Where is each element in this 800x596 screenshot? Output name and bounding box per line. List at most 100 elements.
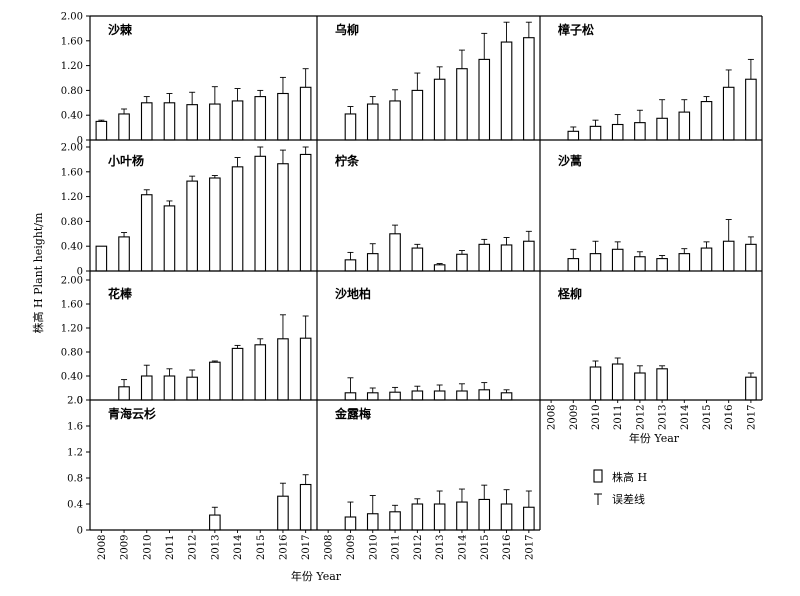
bar: [589, 366, 602, 401]
bar: [611, 123, 624, 141]
bar: [456, 68, 468, 141]
panel-11: 金露梅: [334, 406, 535, 531]
bar: [254, 96, 267, 141]
x-tick-label: 2017: [524, 535, 535, 560]
panel-1: 沙棘: [95, 22, 312, 141]
x-axis-title: 年份 Year: [291, 569, 342, 583]
bar: [344, 392, 357, 401]
panel-title: 花棒: [108, 286, 133, 301]
bar: [140, 375, 153, 401]
panel-title: 青海云杉: [108, 406, 156, 421]
bar: [186, 104, 198, 141]
x-tick-label: 2011: [165, 535, 176, 560]
y-tick-label: 2.0: [67, 396, 83, 407]
bar: [231, 347, 244, 401]
bar: [254, 344, 267, 401]
bar: [567, 130, 580, 141]
bar: [523, 37, 535, 141]
bar: [478, 58, 491, 141]
bar: [344, 259, 357, 272]
bar: [95, 120, 108, 141]
bar: [366, 103, 379, 141]
x-tick-label: 2014: [233, 535, 244, 560]
bar: [722, 86, 735, 141]
x-tick-label: 2016: [278, 535, 289, 560]
bar: [745, 78, 757, 141]
y-tick-label: 0.40: [61, 111, 83, 122]
bar: [478, 498, 491, 531]
panel-6: 沙蒿: [558, 153, 757, 272]
bar: [344, 113, 357, 141]
y-tick-label: 1.20: [61, 61, 83, 72]
x-tick-label: 2015: [256, 535, 267, 560]
bar: [118, 236, 130, 272]
x-tick-label: 2010: [142, 535, 153, 560]
panel-2: 乌柳: [335, 21, 535, 141]
y-tick-label: 1.20: [61, 324, 83, 335]
panel-4: 小叶杨: [95, 146, 312, 272]
x-tick-label: 2011: [391, 535, 402, 560]
x-tick-label: 2012: [188, 535, 199, 560]
bar: [478, 243, 491, 272]
y-tick-label: 0: [77, 136, 83, 147]
y-tick-label: 1.20: [61, 192, 83, 203]
bar: [389, 511, 401, 531]
bar: [589, 253, 602, 272]
x-tick-label: 2008: [97, 535, 108, 560]
bar: [456, 253, 468, 272]
panel-title: 沙棘: [108, 22, 133, 37]
bar: [231, 166, 244, 272]
bar: [567, 258, 580, 272]
x-tick-label: 2016: [724, 405, 735, 430]
y-tick-label: 0.40: [61, 372, 83, 383]
y-tick-label: 1.60: [61, 167, 83, 178]
bar: [678, 111, 691, 141]
x-tick-label: 2014: [680, 405, 691, 430]
bar: [700, 247, 713, 272]
bar: [209, 361, 221, 401]
panel-title: 乌柳: [335, 22, 359, 37]
bar: [611, 363, 624, 401]
y-tick-label: 0.40: [61, 242, 83, 253]
panel-title: 小叶杨: [108, 153, 144, 168]
x-tick-label: 2009: [569, 405, 580, 430]
bar: [389, 233, 401, 272]
bar: [389, 391, 401, 401]
bar: [700, 101, 713, 141]
bar: [589, 125, 602, 141]
bar: [523, 240, 535, 272]
legend-bar-swatch: [593, 469, 603, 483]
bar: [254, 155, 267, 272]
bar: [186, 376, 198, 401]
bar: [745, 243, 757, 272]
y-tick-label: 2.00: [61, 143, 83, 154]
panel-3: 樟子松: [558, 22, 757, 141]
bar: [634, 122, 646, 141]
x-tick-label: 2012: [413, 535, 424, 560]
y-tick-label: 0: [77, 267, 83, 278]
bar: [140, 102, 153, 141]
bar: [366, 253, 379, 272]
bar: [366, 392, 379, 401]
panel-title: 柽柳: [557, 286, 582, 301]
bar: [163, 375, 176, 401]
bar: [140, 194, 153, 272]
panel-frame: 00.400.801.201.602.0000.400.801.201.602.…: [61, 12, 763, 560]
x-tick-label: 2012: [635, 405, 646, 430]
bar: [433, 503, 446, 531]
bar: [277, 338, 289, 401]
y-tick-label: 2.00: [61, 276, 83, 287]
bar: [656, 368, 668, 401]
panel-9: 柽柳: [557, 286, 757, 401]
y-tick-label: 1.60: [61, 300, 83, 311]
x-tick-label: 2015: [702, 405, 713, 430]
panel-5: 柠条: [335, 153, 535, 272]
panel-10: 青海云杉: [108, 406, 312, 531]
bar: [186, 180, 198, 272]
bar: [500, 244, 513, 272]
bar: [277, 92, 289, 141]
bar: [500, 503, 513, 531]
x-tick-label: 2014: [457, 535, 468, 560]
x-tick-label: 2015: [480, 535, 491, 560]
x-tick-label: 2017: [746, 405, 757, 430]
